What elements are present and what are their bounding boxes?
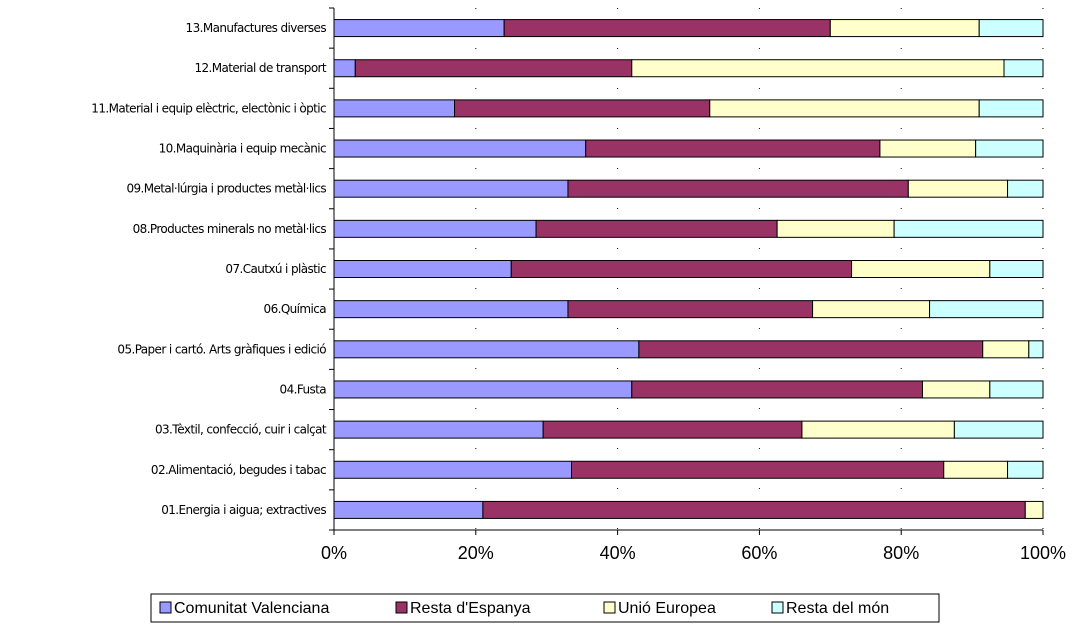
- bar-segment: [1028, 340, 1044, 359]
- bar-segment: [567, 179, 909, 198]
- category-label: 06.Química: [264, 302, 327, 316]
- category-label: 04.Fusta: [280, 382, 327, 396]
- bar-segment: [571, 460, 945, 479]
- category-label: 09.Metal·lúrgia i productes metàl·lics: [126, 182, 326, 196]
- legend-swatch: [603, 601, 616, 614]
- x-tick-label: 60%: [741, 543, 777, 563]
- bar-segment: [535, 219, 778, 238]
- bar-segment: [333, 460, 573, 479]
- bar-segment: [542, 420, 803, 439]
- legend-swatch: [159, 601, 172, 614]
- category-labels: 13.Manufactures diverses 12.Material de t…: [91, 21, 327, 517]
- legend: Comunitat Valenciana Resta d'Espanya Unió …: [150, 593, 940, 623]
- bar-segment: [631, 380, 923, 399]
- bar-segment: [989, 380, 1044, 399]
- bar-segment: [333, 340, 640, 359]
- bar-segment: [333, 219, 537, 238]
- bar-segment: [333, 260, 512, 278]
- bar-segment: [333, 99, 456, 118]
- axes: [329, 7, 1044, 535]
- bar-segment: [1007, 179, 1044, 198]
- category-label: 10.Maquinària i equip mecànic: [159, 142, 326, 156]
- category-label: 02.Alimentació, begudes i tabac: [151, 463, 326, 477]
- legend-label: Unió Europea: [618, 600, 716, 617]
- bar-segment: [929, 300, 1044, 319]
- bar-segment: [1003, 59, 1044, 78]
- bar-segment: [585, 139, 881, 158]
- legend-swatch: [395, 601, 408, 614]
- category-label: 11.Material i equip elèctric, electònic …: [91, 101, 326, 115]
- bar-segment: [333, 500, 484, 519]
- bar-segment: [709, 99, 980, 118]
- bar-segment: [333, 380, 633, 399]
- bar-segment: [1024, 500, 1044, 519]
- bar-segment: [333, 300, 569, 319]
- bar-segment: [482, 500, 1026, 519]
- bar-segment: [333, 139, 587, 158]
- bar-segment: [982, 340, 1030, 359]
- bar-segment: [333, 179, 569, 198]
- bar-segment: [333, 19, 505, 38]
- category-label: 05.Paper i cartó. Arts gràfiques i edici…: [117, 342, 326, 356]
- bar-segment: [776, 219, 895, 238]
- bar-segment: [812, 300, 931, 319]
- bar-segment: [333, 59, 356, 78]
- x-tick-label: 40%: [600, 543, 636, 563]
- bar-segment: [638, 340, 984, 359]
- category-label: 01.Energia i aigua; extractives: [161, 503, 326, 517]
- legend-box: [150, 593, 940, 623]
- bar-segment: [893, 219, 1044, 238]
- bar-segment: [510, 260, 853, 278]
- category-label: 07.Cautxú i plàstic: [225, 262, 326, 276]
- bar-segment: [829, 19, 980, 38]
- bar-segment: [454, 99, 711, 118]
- legend-swatch: [771, 601, 784, 614]
- bar-segment: [907, 179, 1009, 198]
- x-tick-label: 20%: [458, 543, 494, 563]
- bar-segment: [978, 99, 1044, 118]
- x-tick-labels: 0% 20% 40% 60% 80% 100%: [321, 543, 1066, 563]
- category-label: 12.Material de transport: [194, 61, 326, 75]
- bar-segment: [975, 139, 1044, 158]
- bar-segment: [333, 420, 544, 439]
- bar-segment: [879, 139, 977, 158]
- category-label: 08.Productes minerals no metàl·lics: [133, 222, 327, 236]
- bar-segment: [1007, 460, 1044, 479]
- bar-segment: [921, 380, 991, 399]
- legend-label: Comunitat Valenciana: [174, 600, 329, 617]
- bar-segment: [943, 460, 1009, 479]
- bar-segment: [567, 300, 814, 319]
- category-label: 03.Tèxtil, confecció, cuir i calçat: [155, 423, 327, 437]
- legend-label: Resta del món: [786, 600, 889, 617]
- category-label: 13.Manufactures diverses: [186, 21, 327, 35]
- bar-segment: [851, 260, 991, 278]
- legend-label: Resta d'Espanya: [410, 600, 531, 617]
- bar-segment: [631, 59, 1005, 78]
- bar-segment: [801, 420, 955, 439]
- x-tick-label: 80%: [883, 543, 919, 563]
- x-tick-label: 100%: [1020, 543, 1066, 563]
- bar-segment: [354, 59, 633, 78]
- bars: [333, 19, 1044, 519]
- bar-segment: [503, 19, 831, 38]
- x-tick-label: 0%: [321, 543, 347, 563]
- bar-segment: [978, 19, 1044, 38]
- bar-segment: [953, 420, 1044, 439]
- bar-segment: [989, 260, 1044, 278]
